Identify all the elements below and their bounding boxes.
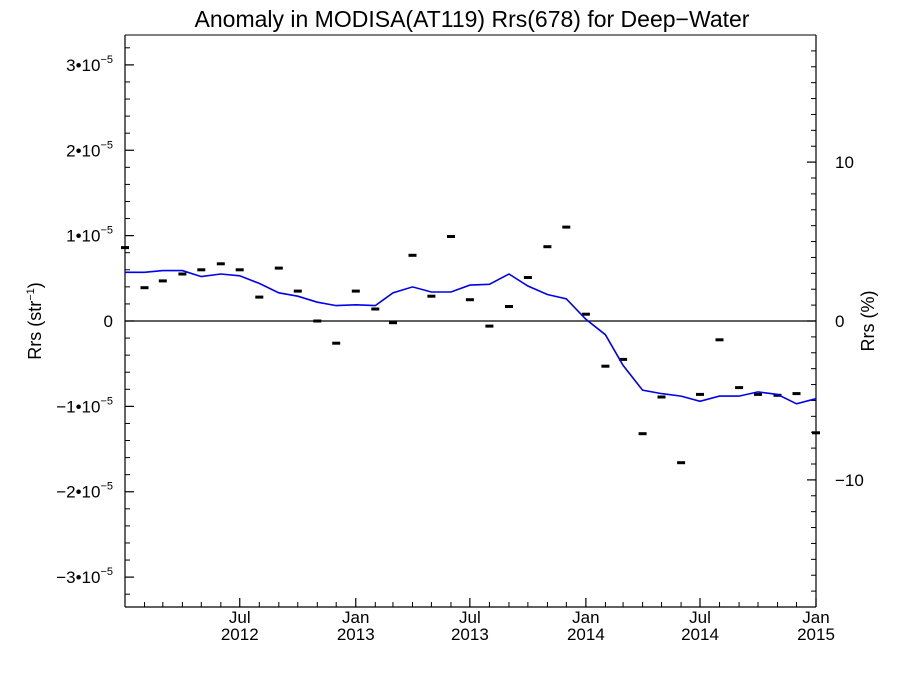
right-tick-label: −10 <box>835 471 864 490</box>
data-point-marker <box>140 286 149 290</box>
left-tick-label-mantissa: 2•10 <box>66 141 100 160</box>
left-tick-label: −1•10−5 <box>56 395 113 416</box>
x-tick-label-year: 2015 <box>797 625 835 644</box>
left-tick-label-mantissa: −1•10 <box>56 397 100 416</box>
left-tick-label: 1•10−5 <box>66 225 113 246</box>
data-point-marker <box>332 341 341 345</box>
left-tick-label-exponent: −5 <box>100 395 113 407</box>
data-point-marker <box>216 262 225 266</box>
data-point-marker <box>619 357 628 361</box>
data-point-marker <box>274 266 283 270</box>
y-axis-right-label: Rrs (%) <box>858 291 878 352</box>
x-tick-label-year: 2014 <box>567 625 605 644</box>
minor-ticks <box>125 47 816 607</box>
data-point-marker <box>158 279 167 283</box>
data-point-marker <box>754 392 762 396</box>
x-axis-ticks: Jul2012Jan2013Jul2013Jan2014Jul2014Jan20… <box>221 598 835 644</box>
data-point-marker <box>773 393 782 397</box>
data-point-marker <box>351 289 360 293</box>
left-tick-label: −3•10−5 <box>56 566 113 587</box>
y-axis-left-label-close: ) <box>25 282 45 288</box>
x-tick-label-year: 2012 <box>221 625 259 644</box>
data-point-marker <box>677 461 686 465</box>
right-axis-ticks: −10 0 10 <box>807 153 864 490</box>
data-point-marker <box>523 276 532 279</box>
data-point-marker <box>447 235 455 238</box>
data-point-marker <box>178 272 187 276</box>
left-tick-label: 0 <box>104 312 113 331</box>
left-tick-label-exponent: −5 <box>100 225 113 237</box>
data-point-marker <box>465 298 474 302</box>
left-tick-label-mantissa: −3•10 <box>56 568 100 587</box>
data-point-marker <box>121 246 129 250</box>
x-tick-label-month: Jan <box>802 608 829 627</box>
data-point-marker <box>485 324 494 328</box>
left-tick-label: 2•10−5 <box>66 139 113 160</box>
x-tick-label-month: Jul <box>229 608 251 627</box>
series-layer <box>121 225 820 465</box>
x-tick-label-month: Jul <box>689 608 711 627</box>
y-axis-left-label-base: Rrs (str <box>25 301 45 360</box>
data-point-marker <box>389 321 397 325</box>
x-tick-label-year: 2013 <box>337 625 375 644</box>
left-tick-label-exponent: −5 <box>100 481 113 493</box>
data-point-marker <box>408 253 417 257</box>
data-point-marker <box>505 305 513 308</box>
data-point-marker <box>197 268 206 272</box>
left-tick-label-exponent: −5 <box>100 566 113 578</box>
right-tick-label: 0 <box>835 312 844 331</box>
data-point-marker <box>562 225 571 229</box>
data-point-marker <box>235 268 244 272</box>
x-tick-label-year: 2013 <box>451 625 489 644</box>
data-point-marker <box>792 392 801 396</box>
data-point-marker <box>543 245 552 249</box>
left-tick-label-exponent: −5 <box>100 139 113 151</box>
left-axis-ticks: −3•10−5−2•10−5−1•10−501•10−52•10−53•10−5 <box>56 54 134 587</box>
y-axis-left-label: Rrs (str−1) <box>25 282 45 360</box>
data-point-marker <box>657 395 666 399</box>
x-tick-label-year: 2014 <box>681 625 719 644</box>
anomaly-trend-line <box>125 269 817 405</box>
x-tick-label-month: Jan <box>342 608 369 627</box>
data-point-marker <box>696 392 704 396</box>
left-tick-label: −2•10−5 <box>56 481 113 502</box>
data-point-marker <box>427 294 436 298</box>
data-point-marker <box>293 289 302 293</box>
data-point-marker <box>601 364 610 368</box>
left-tick-label-mantissa: −2•10 <box>56 483 100 502</box>
chart-title: Anomaly in MODISA(AT119) Rrs(678) for De… <box>195 6 750 32</box>
data-point-marker <box>313 319 322 323</box>
data-point-marker <box>581 312 590 316</box>
x-tick-label-month: Jul <box>459 608 481 627</box>
left-tick-label-mantissa: 1•10 <box>66 227 100 246</box>
left-tick-label-mantissa: 0 <box>104 312 113 331</box>
data-point-marker <box>638 432 647 436</box>
y-axis-left-label-sup: −1 <box>25 288 37 301</box>
x-tick-label-month: Jan <box>572 608 599 627</box>
data-point-marker <box>371 307 380 311</box>
data-point-marker <box>255 295 264 299</box>
left-tick-label-exponent: −5 <box>100 54 113 66</box>
left-tick-label-mantissa: 3•10 <box>66 56 100 75</box>
right-tick-label: 10 <box>835 153 854 172</box>
data-point-marker <box>735 386 744 390</box>
left-tick-label: 3•10−5 <box>66 54 113 75</box>
data-point-marker <box>812 431 820 435</box>
data-point-marker <box>715 338 724 342</box>
